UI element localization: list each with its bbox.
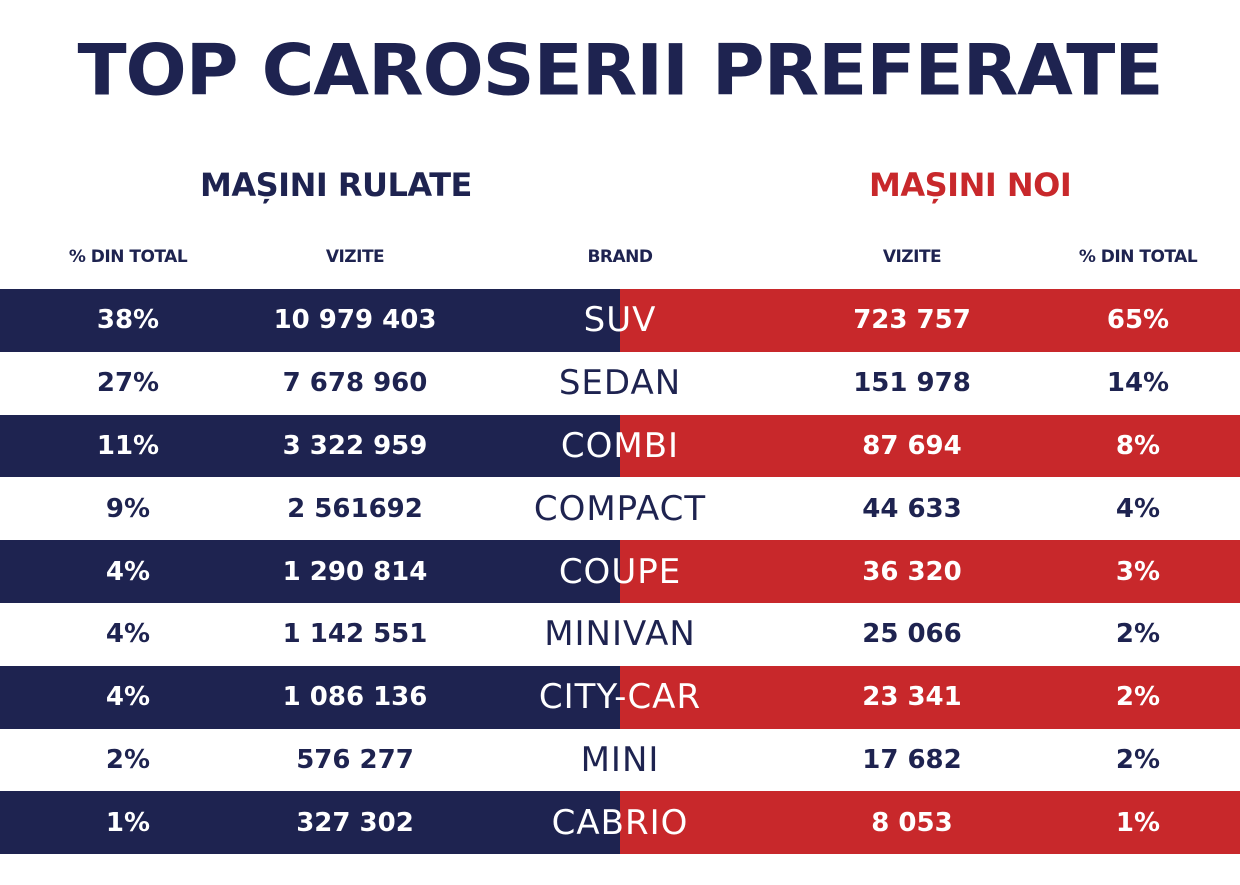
visits-new-cell: 723 757 [853, 305, 971, 336]
visits-used-cell: 10 979 403 [273, 305, 437, 336]
visits-new-cell: 25 066 [862, 619, 962, 650]
visits-new-cell: 23 341 [862, 682, 962, 713]
pct-new-cell: 2% [1115, 682, 1161, 713]
pct-new-cell: 2% [1115, 744, 1161, 775]
pct-used-cell: 11% [96, 430, 160, 461]
table-row: 4% 1 290 814 COUPE 36 320 3% [0, 540, 1240, 603]
pct-used-cell: 4% [105, 682, 151, 713]
pct-used-cell: 2% [105, 744, 151, 775]
pct-used-cell: 4% [105, 556, 151, 587]
visits-used-cell: 7 678 960 [282, 368, 428, 399]
row-band-red [620, 414, 1240, 478]
visits-used-cell: 1 142 551 [282, 619, 428, 650]
pct-new-cell: 14% [1106, 368, 1170, 399]
pct-used-cell: 1% [105, 807, 151, 838]
brand-cell: COUPE [558, 551, 682, 592]
visits-used-cell: 1 086 136 [282, 682, 428, 713]
brand-cell: COMBI [560, 425, 680, 466]
section-title-new-cars: MAȘINI NOI [869, 166, 1072, 204]
brand-cell: SEDAN [558, 363, 682, 404]
header-pct-new: % DIN TOTAL [1078, 247, 1198, 267]
section-title-used-cars: MAȘINI RULATE [200, 166, 472, 204]
brand-cell: CABRIO [551, 802, 689, 843]
visits-new-cell: 151 978 [853, 368, 971, 399]
brand-cell: MINI [580, 739, 660, 780]
pct-used-cell: 27% [96, 368, 160, 399]
row-band-red [620, 665, 1240, 729]
pct-used-cell: 4% [105, 619, 151, 650]
table-row: 27% 7 678 960 SEDAN 151 978 14% [0, 352, 1240, 415]
pct-new-cell: 2% [1115, 619, 1161, 650]
brand-cell: MINIVAN [544, 614, 696, 655]
header-visits-used: VIZITE [325, 247, 385, 267]
visits-used-cell: 2 561692 [287, 493, 423, 524]
pct-new-cell: 4% [1115, 493, 1161, 524]
brand-cell: SUV [583, 300, 657, 341]
visits-new-cell: 87 694 [862, 430, 962, 461]
visits-used-cell: 3 322 959 [282, 430, 428, 461]
row-band-red [620, 540, 1240, 603]
header-brand: BRAND [587, 247, 653, 267]
visits-new-cell: 8 053 [871, 807, 953, 838]
page-title: TOP CAROSERII PREFERATE [77, 28, 1163, 112]
table-row: 38% 10 979 403 SUV 723 757 65% [0, 289, 1240, 352]
table-row: 9% 2 561692 COMPACT 44 633 4% [0, 477, 1240, 540]
pct-new-cell: 3% [1115, 556, 1161, 587]
row-band-red [620, 791, 1240, 855]
visits-new-cell: 36 320 [862, 556, 962, 587]
row-band-navy [0, 540, 620, 603]
table-row: 2% 576 277 MINI 17 682 2% [0, 729, 1240, 792]
row-band-red [620, 289, 1240, 352]
row-band-navy [0, 791, 620, 855]
pct-used-cell: 9% [105, 493, 151, 524]
row-band-navy [0, 289, 620, 352]
header-pct-used: % DIN TOTAL [68, 247, 188, 267]
pct-new-cell: 65% [1106, 305, 1170, 336]
header-visits-new: VIZITE [882, 247, 942, 267]
table-row: 4% 1 142 551 MINIVAN 25 066 2% [0, 603, 1240, 666]
row-band-navy [0, 414, 620, 478]
data-table: 38% 10 979 403 SUV 723 757 65% 27% 7 678 960 SE… [0, 289, 1240, 855]
visits-new-cell: 44 633 [862, 493, 962, 524]
table-row: 4% 1 086 136 CITY-CAR 23 341 2% [0, 665, 1240, 729]
pct-new-cell: 1% [1115, 807, 1161, 838]
row-band-navy [0, 665, 620, 729]
table-row: 11% 3 322 959 COMBI 87 694 8% [0, 414, 1240, 478]
brand-cell: COMPACT [533, 488, 707, 529]
visits-new-cell: 17 682 [862, 744, 962, 775]
visits-used-cell: 327 302 [296, 807, 414, 838]
visits-used-cell: 576 277 [296, 744, 414, 775]
table-row: 1% 327 302 CABRIO 8 053 1% [0, 791, 1240, 855]
brand-cell: CITY-CAR [538, 677, 702, 718]
pct-used-cell: 38% [96, 305, 160, 336]
pct-new-cell: 8% [1115, 430, 1161, 461]
visits-used-cell: 1 290 814 [282, 556, 428, 587]
